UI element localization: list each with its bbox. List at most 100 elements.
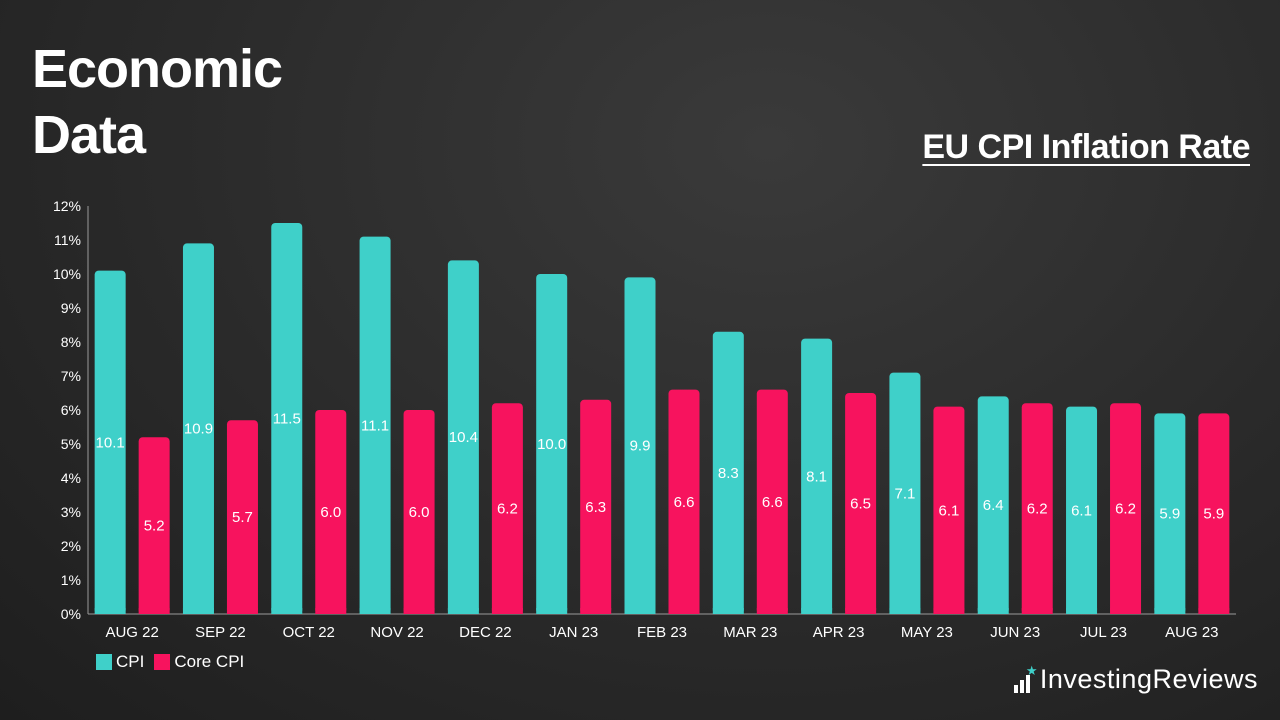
cpi-bar-base [359,608,391,614]
core-cpi-bar [226,420,258,614]
cpi-data-label: 5.9 [1159,506,1180,523]
x-tick-label: JUL 23 [1080,624,1127,641]
x-tick-label: JAN 23 [549,624,598,641]
core-cpi-bar-base [491,608,523,614]
core-cpi-bar [315,410,347,614]
cpi-bar-base [94,608,126,614]
title-line-1: Economic [32,39,283,99]
title-line-2: Data [32,105,146,165]
cpi-bar [447,260,479,614]
cpi-bar-base [447,608,479,614]
cpi-data-label: 10.9 [184,421,213,438]
cpi-bar-base [889,608,921,614]
core-cpi-bar [1021,403,1053,614]
cpi-data-label: 9.9 [630,438,651,455]
cpi-bar-base [536,608,568,614]
core-cpi-bar-base [933,608,965,614]
y-tick-label: 0% [61,606,81,622]
core-cpi-bar [138,437,170,614]
cpi-bar [1066,406,1098,614]
x-tick-label: SEP 22 [195,624,246,641]
core-cpi-data-label: 6.2 [497,501,518,518]
core-cpi-bar-base [226,608,258,614]
brand-name: InvestingReviews [1040,664,1258,695]
x-tick-label: MAY 23 [901,624,953,641]
cpi-bar [1154,413,1186,614]
cpi-data-label: 8.1 [806,468,827,485]
core-cpi-bar-base [668,608,700,614]
y-tick-label: 8% [61,334,81,350]
core-cpi-data-label: 5.2 [144,518,165,535]
legend-item-core-cpi: Core CPI [154,652,244,672]
x-tick-label: MAR 23 [723,624,777,641]
y-tick-label: 3% [61,504,81,520]
x-tick-label: NOV 22 [370,624,423,641]
legend-label-core-cpi: Core CPI [174,652,245,671]
legend-label-cpi: CPI [116,652,145,671]
cpi-data-label: 11.1 [361,417,389,434]
page-title: Economic Data [32,36,283,168]
core-cpi-data-label: 6.3 [585,499,606,516]
core-cpi-bar [491,403,523,614]
chart-title: EU CPI Inflation Rate [922,128,1250,166]
core-cpi-bar [933,406,965,614]
cpi-bar [889,372,921,614]
x-tick-label: DEC 22 [459,624,512,641]
cpi-bar [801,338,833,614]
cpi-bar [624,277,656,614]
cpi-bar-base [271,608,303,614]
core-cpi-bar-base [756,608,788,614]
cpi-bar-base [182,608,214,614]
cpi-data-label: 10.4 [449,429,478,446]
legend-swatch-cpi [96,654,112,670]
cpi-bar [977,396,1009,614]
cpi-data-label: 6.4 [983,497,1004,514]
cpi-bar [536,274,568,614]
cpi-data-label: 6.1 [1071,502,1092,519]
core-cpi-bar [1198,413,1230,614]
cpi-bar [271,223,303,614]
core-cpi-bar-base [138,608,170,614]
cpi-bar-base [1066,608,1098,614]
cpi-bar-base [801,608,833,614]
y-tick-label: 9% [61,300,81,316]
core-cpi-bar [403,410,435,614]
y-tick-label: 10% [53,266,81,282]
x-tick-label: APR 23 [813,624,865,641]
core-cpi-bar [668,389,700,614]
core-cpi-bar-base [1110,608,1142,614]
x-tick-label: AUG 22 [105,624,158,641]
y-tick-label: 11% [54,232,81,248]
cpi-bar-base [624,608,656,614]
cpi-bar [182,243,214,614]
cpi-bar [712,331,744,614]
core-cpi-bar [845,393,877,614]
y-tick-label: 2% [61,538,81,554]
core-cpi-data-label: 6.2 [1115,501,1136,518]
brand-name-part1: Investing [1039,664,1153,694]
cpi-data-label: 8.3 [718,465,739,482]
legend-swatch-core-cpi [154,654,171,670]
core-cpi-data-label: 6.0 [320,504,341,521]
core-cpi-bar-base [845,608,877,614]
y-tick-label: 6% [61,402,81,418]
cpi-bar [359,236,391,614]
x-tick-label: FEB 23 [637,624,687,641]
brand-logo: ★ InvestingReviews [1013,663,1258,695]
core-cpi-data-label: 6.1 [938,502,959,519]
cpi-bar-base [1154,608,1186,614]
core-cpi-data-label: 6.6 [674,494,695,511]
y-tick-label: 1% [61,572,81,588]
core-cpi-data-label: 6.2 [1027,501,1048,518]
core-cpi-data-label: 6.6 [762,494,783,511]
core-cpi-bar-base [1021,608,1053,614]
core-cpi-bar-base [315,608,347,614]
x-tick-label: OCT 22 [283,624,335,641]
cpi-bar-base [712,608,744,614]
brand-name-part2: Reviews [1152,664,1258,694]
cpi-bar-base [977,608,1009,614]
cpi-data-label: 7.1 [894,485,915,502]
core-cpi-bar [1110,403,1142,614]
core-cpi-data-label: 5.7 [232,509,253,526]
